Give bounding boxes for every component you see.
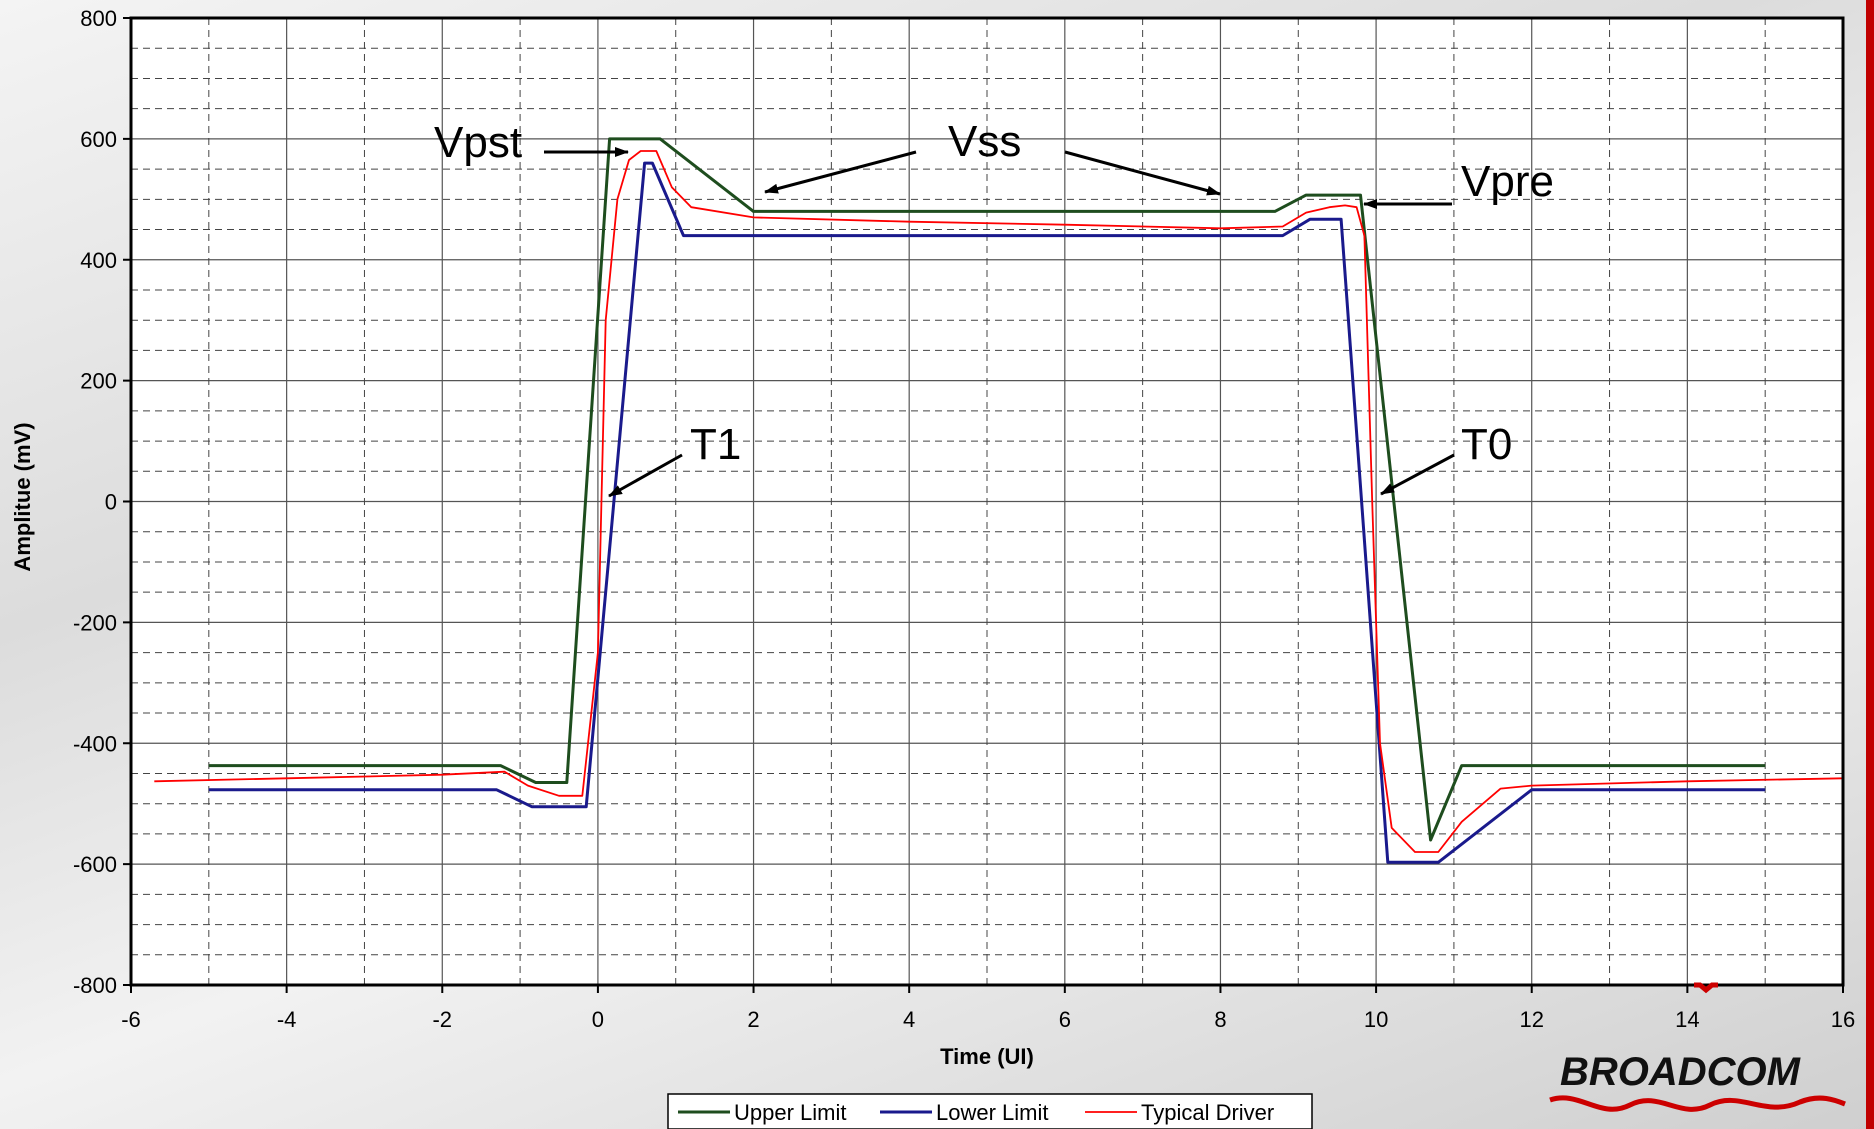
- tick-labels: -800 -600 -400 -200 0 200 400 600 800 -6 -4 -2 0 2 4 6 8…: [73, 6, 1855, 1032]
- legend: Upper Limit Lower Limit Typical Driver: [667, 1093, 1313, 1129]
- x-axis-title: Time (UI): [940, 1044, 1034, 1069]
- slide-edge-accent: [1866, 0, 1874, 1129]
- legend-label-typical-driver: Typical Driver: [1141, 1100, 1274, 1125]
- logo-pulse: [1694, 982, 1718, 994]
- x-tick-label: 0: [592, 1007, 604, 1032]
- annotation-vpst: Vpst: [434, 118, 522, 167]
- x-tick-label: 16: [1831, 1007, 1855, 1032]
- y-tick-label: -400: [73, 731, 117, 756]
- x-tick-label: 10: [1364, 1007, 1388, 1032]
- x-tick-label: 2: [747, 1007, 759, 1032]
- series-line-typical-driver: [154, 150, 1844, 853]
- x-tick-label: 12: [1519, 1007, 1543, 1032]
- annotation-t0-arrow: [1380, 453, 1455, 496]
- grid-lines: [131, 18, 1843, 985]
- y-tick-label: 200: [80, 369, 117, 394]
- x-tick-label: -6: [121, 1007, 141, 1032]
- logo-text: BROADCOM: [1560, 1050, 1802, 1094]
- legend-label-lower-limit: Lower Limit: [936, 1100, 1048, 1125]
- y-axis-title: Amplitue (mV): [10, 422, 35, 571]
- legend-label-upper-limit: Upper Limit: [734, 1100, 846, 1125]
- x-tick-label: -4: [277, 1007, 297, 1032]
- y-tick-label: 400: [80, 248, 117, 273]
- x-tick-label: 14: [1675, 1007, 1699, 1032]
- series-line-lower-limit: [208, 161, 1766, 864]
- annotation-t1: T1: [690, 420, 741, 469]
- y-tick-label: -600: [73, 852, 117, 877]
- y-tick-label: 0: [105, 490, 117, 515]
- x-tick-label: 4: [903, 1007, 915, 1032]
- x-tick-label: -2: [432, 1007, 452, 1032]
- annotation-t1-arrow: [608, 453, 683, 498]
- legend-box: [667, 1093, 1313, 1129]
- annotation-vss-arrow-right: [1064, 150, 1221, 196]
- y-tick-label: 800: [80, 6, 117, 31]
- x-tick-label: 8: [1214, 1007, 1226, 1032]
- annotation-layer: Vpst Vss Vpre T1 T0: [434, 117, 1554, 498]
- y-tick-label: 600: [80, 127, 117, 152]
- annotation-t0: T0: [1461, 420, 1512, 469]
- series-layer: [154, 137, 1844, 864]
- annotation-vss-arrow-left: [764, 150, 917, 194]
- logo-wave: [1549, 1095, 1846, 1112]
- y-tick-label: -800: [73, 973, 117, 998]
- annotation-vpre: Vpre: [1461, 157, 1554, 206]
- annotation-vss: Vss: [948, 117, 1021, 166]
- x-tick-label: 6: [1059, 1007, 1071, 1032]
- y-tick-label: -200: [73, 610, 117, 635]
- broadcom-logo: BROADCOM: [1549, 982, 1846, 1112]
- series-line-upper-limit: [208, 137, 1766, 842]
